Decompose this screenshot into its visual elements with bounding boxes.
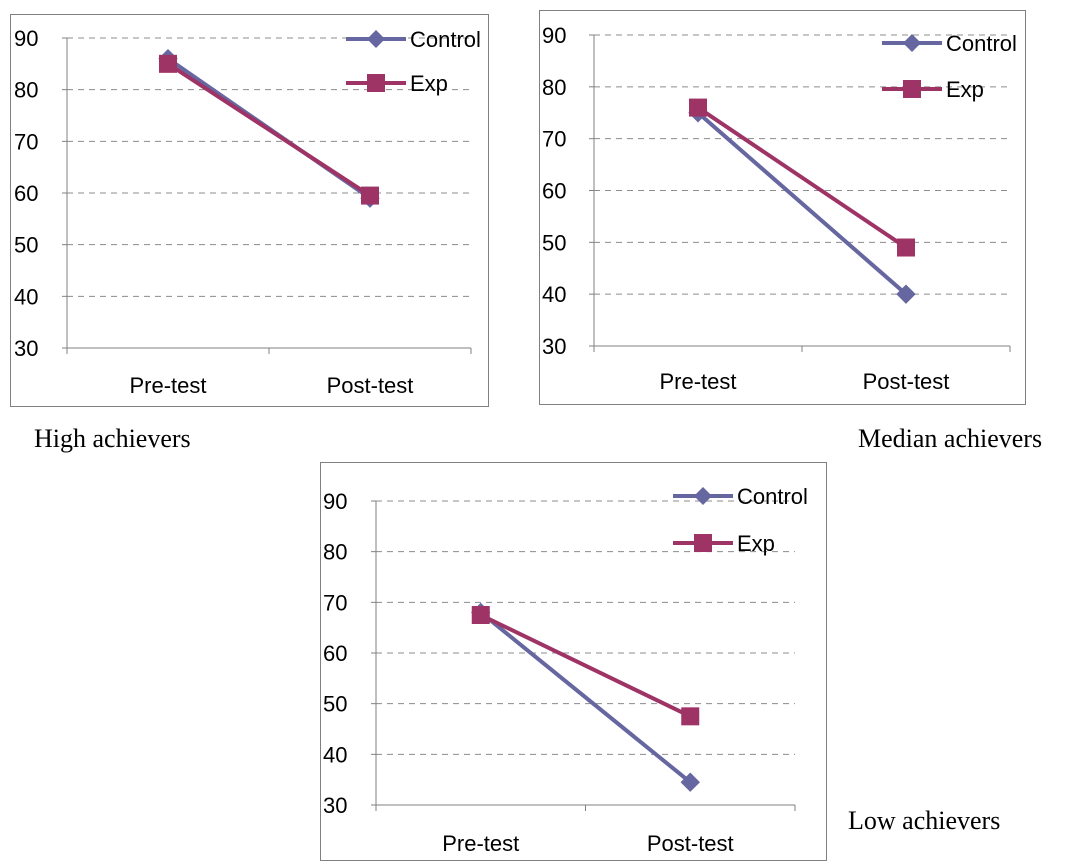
legend-label-exp: Exp [946,77,984,102]
y-tick-label: 80 [323,540,347,565]
y-tick-label: 60 [14,181,38,206]
chart-low-achievers: 30 40 50 60 70 80 90 Pre-test Post-test Control Ex… [320,462,827,861]
chart-low-achievers-svg: 30 40 50 60 70 80 90 Pre-test Post-test Control Ex… [323,484,808,856]
caption-low-achievers: Low achievers [848,806,1001,835]
legend-label-control: Control [737,484,808,509]
legend-label-exp: Exp [737,531,775,556]
data-point-exp [897,238,915,257]
x-tick-label: Post-test [647,831,734,856]
chart-high-achievers-svg: 30 40 50 60 70 80 90 Pre-test Post-test Control Ex… [14,26,481,398]
x-tick-label: Pre-test [129,373,206,398]
y-tick-label: 50 [14,233,38,258]
y-tick-label: 70 [14,129,38,154]
data-point-control [680,772,700,792]
series-line-exp [479,613,692,719]
y-tick-label: 50 [542,230,566,255]
y-tick-label: 50 [323,692,347,717]
caption-median-achievers: Median achievers [858,424,1043,453]
legend-marker-control [903,34,921,52]
x-tick-label: Post-test [863,369,950,394]
y-tick-label: 30 [323,793,347,818]
legend-label-control: Control [410,27,481,52]
legend-marker-exp [367,74,385,92]
legend-marker-control [694,487,712,505]
x-tick-label: Post-test [327,373,414,398]
y-tick-label: 90 [323,489,347,514]
y-tick-label: 70 [323,590,347,615]
y-tick-label: 40 [14,284,38,309]
y-tick-label: 60 [542,179,566,204]
y-tick-label: 40 [323,742,347,767]
y-tick-label: 60 [323,641,347,666]
data-point-exp [471,606,490,624]
caption-high-achievers: High achievers [34,424,191,453]
x-tick-label: Pre-test [659,369,736,394]
x-tick-label: Pre-test [442,831,519,856]
chart-median-achievers: 30 40 50 60 70 80 90 Pre-test Post-test Control Ex… [539,10,1026,405]
y-tick-label: 90 [14,26,38,51]
y-tick-label: 40 [542,282,566,307]
y-tick-label: 30 [542,334,566,359]
data-point-exp [159,54,177,73]
series-line-exp [696,105,908,250]
y-tick-label: 30 [14,336,38,361]
y-tick-label: 70 [542,127,566,152]
legend-marker-exp [694,534,712,552]
legend-label-control: Control [946,31,1017,56]
data-point-exp [361,186,379,205]
y-tick-label: 80 [14,78,38,103]
y-tick-label: 90 [542,23,566,48]
legend-label-exp: Exp [410,71,448,96]
series-line-control [479,610,692,784]
series-line-exp [166,62,372,198]
data-point-exp [681,707,700,726]
data-point-exp [689,98,707,117]
data-point-control [896,284,916,304]
series-line-control [696,111,908,296]
y-tick-label: 80 [542,75,566,100]
chart-median-achievers-svg: 30 40 50 60 70 80 90 Pre-test Post-test Control Ex… [542,23,1017,394]
chart-high-achievers: 30 40 50 60 70 80 90 Pre-test Post-test Control Ex… [10,14,489,407]
legend-marker-control [367,30,385,48]
legend-marker-exp [903,80,921,98]
